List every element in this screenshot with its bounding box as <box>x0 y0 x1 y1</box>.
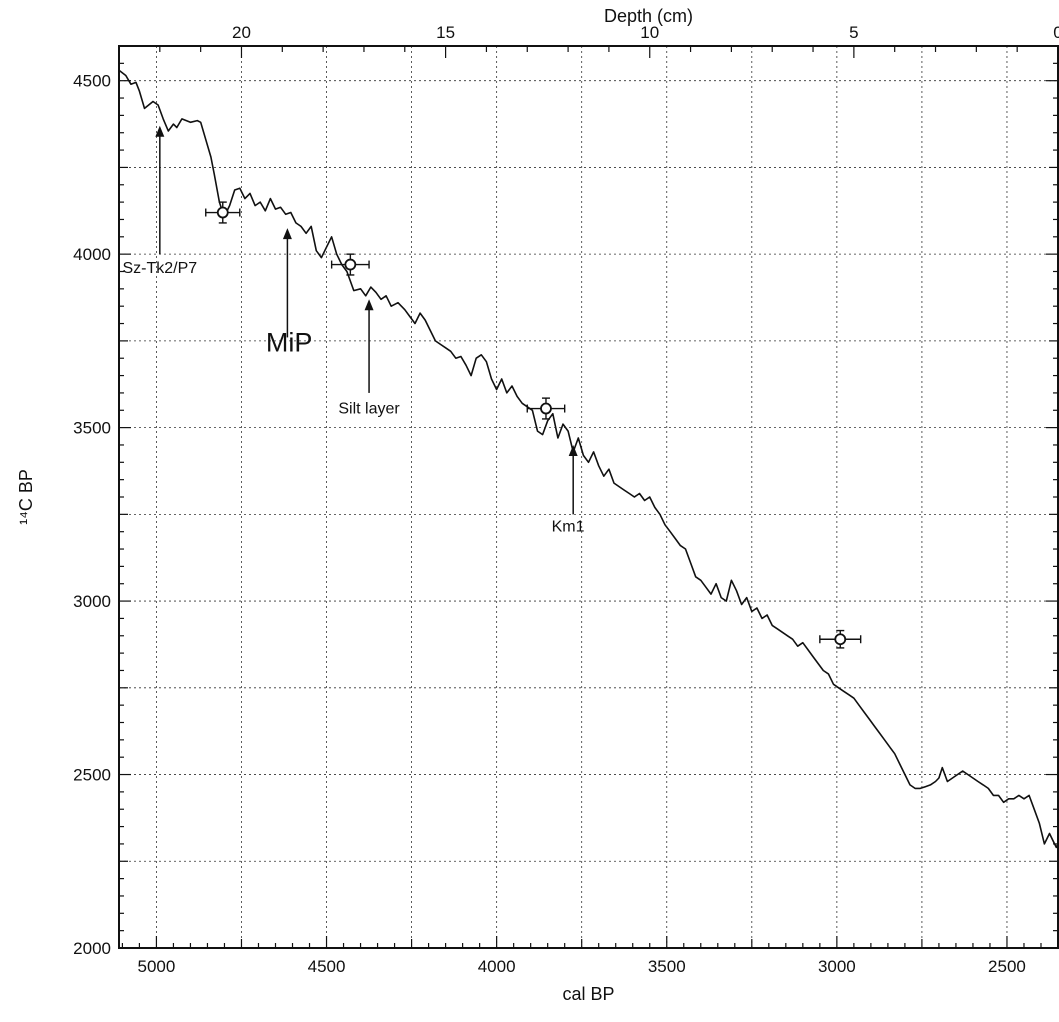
data-point <box>819 629 862 649</box>
top-tick-label: 15 <box>436 23 455 42</box>
x-tick-label: 3000 <box>818 957 856 976</box>
plot-frame <box>118 45 1059 949</box>
calibration-curve-line <box>118 69 1059 849</box>
x-tick-label: 5000 <box>138 957 176 976</box>
top-tick-label: 5 <box>849 23 858 42</box>
axis-ticks: 5000 4500 4000 3500 3000 2500 2000 2500 3000 3500… <box>73 23 1059 976</box>
top-tick-label: 10 <box>640 23 659 42</box>
annotation: MiP <box>266 228 313 357</box>
annotation: Km1 <box>552 444 585 536</box>
data-point-marker <box>344 258 357 271</box>
x-tick-label: 4500 <box>308 957 346 976</box>
data-point <box>205 201 241 224</box>
annotation-label: Silt layer <box>338 401 400 418</box>
data-point <box>526 397 566 420</box>
annotation: Sz-Tk2/P7 <box>122 125 197 277</box>
x-axis-label: cal BP <box>562 984 614 1004</box>
annotation-label: MiP <box>266 327 313 357</box>
annotation-arrow-head <box>155 125 165 137</box>
data-point-marker <box>834 633 847 646</box>
grid <box>119 46 1058 948</box>
y-tick-label: 3000 <box>73 592 111 611</box>
y-tick-label: 2000 <box>73 939 111 958</box>
annotation-arrow-head <box>282 228 292 240</box>
x-tick-label: 4000 <box>478 957 516 976</box>
annotation: Silt layer <box>338 299 400 418</box>
y-tick-label: 4000 <box>73 245 111 264</box>
y-tick-label: 2500 <box>73 766 111 785</box>
x-tick-label: 2500 <box>988 957 1026 976</box>
annotation-label: Km1 <box>552 519 585 536</box>
data-point <box>330 253 370 276</box>
data-point-marker <box>216 206 229 219</box>
top-tick-label: 20 <box>232 23 251 42</box>
x-tick-label: 3500 <box>648 957 686 976</box>
annotations: Sz-Tk2/P7 MiP Silt layer Km1 <box>122 125 585 536</box>
y-tick-label: 3500 <box>73 419 111 438</box>
annotation-arrow-head <box>364 299 374 311</box>
series-layer <box>118 69 1059 849</box>
annotation-arrow-head <box>568 444 578 456</box>
y-tick-label: 4500 <box>73 72 111 91</box>
annotation-label: Sz-Tk2/P7 <box>122 260 197 277</box>
data-points <box>205 201 862 649</box>
y-axis-label: ¹⁴C BP <box>16 469 36 525</box>
data-point-marker <box>540 402 552 415</box>
minor-ticks <box>118 46 1059 949</box>
top-tick-label: 0 <box>1053 23 1059 42</box>
top-axis-label: Depth (cm) <box>604 6 693 26</box>
